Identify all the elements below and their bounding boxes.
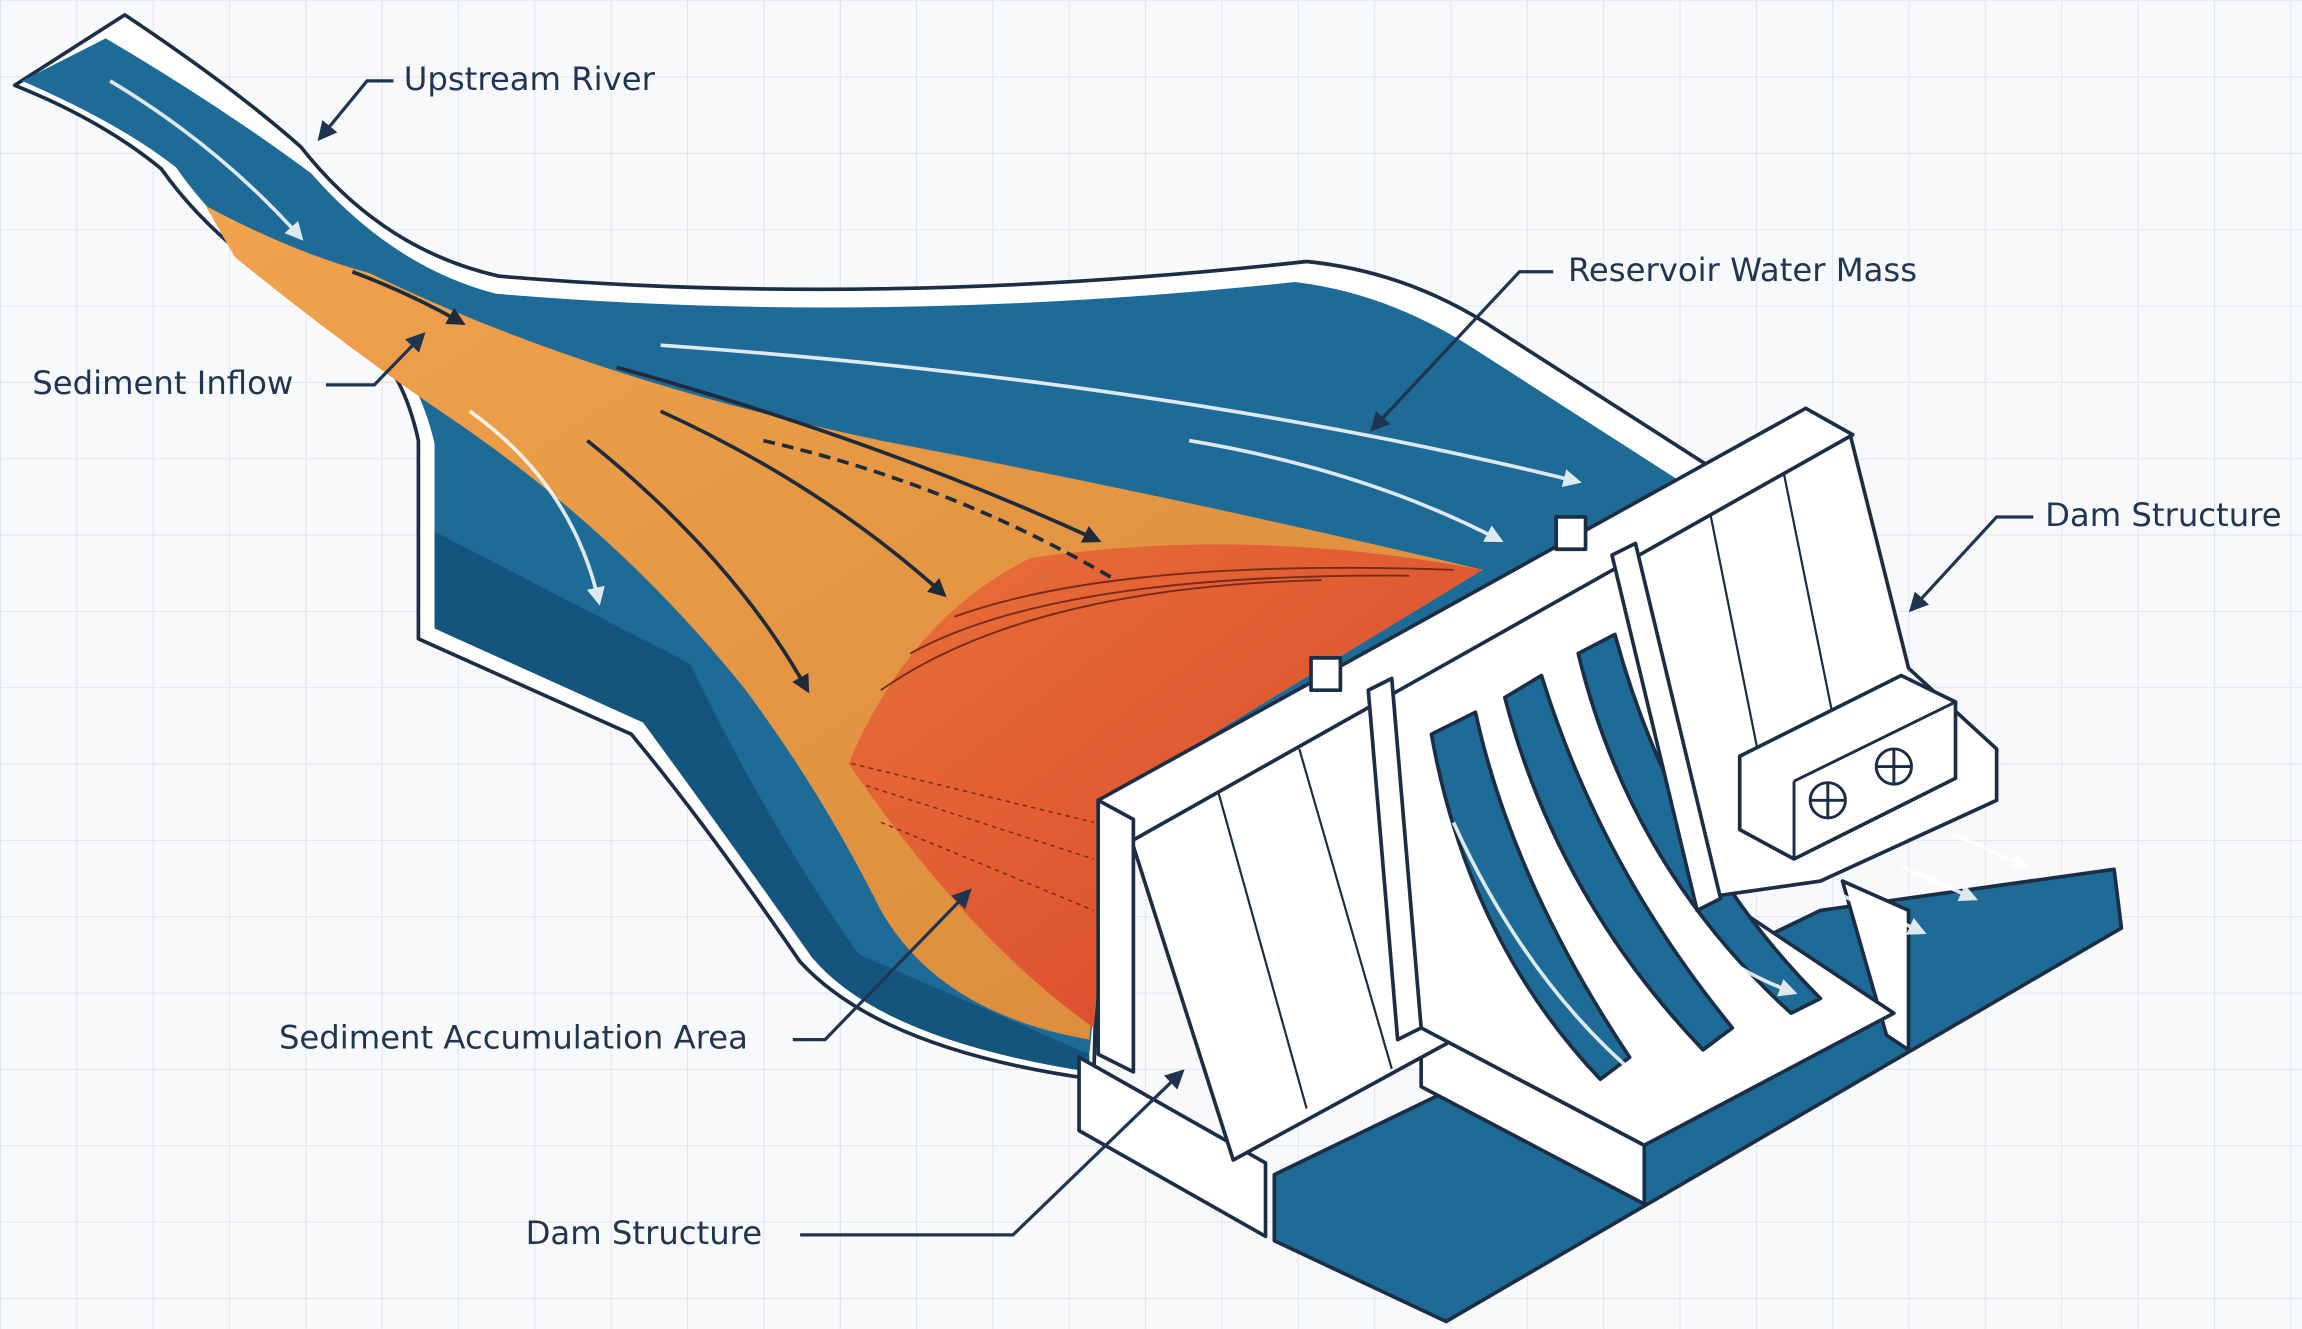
piers bbox=[1309, 515, 1723, 1042]
reservoir-side bbox=[434, 531, 1090, 1072]
leaders bbox=[317, 79, 2034, 1237]
label: Upstream River bbox=[404, 60, 656, 98]
flow-arrows bbox=[109, 79, 1582, 694]
sediment-plume bbox=[205, 205, 1483, 1040]
face-lines bbox=[1217, 748, 1393, 1109]
powerhouse-edges bbox=[1792, 700, 1957, 860]
strata-lines bbox=[880, 566, 1454, 691]
label: Dam Structure bbox=[2045, 496, 2282, 534]
label: Sediment Inflow bbox=[32, 364, 293, 402]
turbines bbox=[1808, 747, 1913, 820]
dam-base bbox=[1077, 1055, 1268, 1239]
hatch bbox=[851, 762, 1095, 912]
spillway-chutes bbox=[1429, 632, 1823, 1082]
label: Dam Structure bbox=[526, 1214, 763, 1252]
outflow-arrows bbox=[1841, 832, 2030, 935]
dam-wall-left bbox=[1096, 798, 1136, 1074]
dam-base-wall bbox=[1840, 879, 1911, 1052]
label: Sediment Accumulation Area bbox=[279, 1019, 748, 1057]
label: Reservoir Water Mass bbox=[1568, 251, 1917, 289]
